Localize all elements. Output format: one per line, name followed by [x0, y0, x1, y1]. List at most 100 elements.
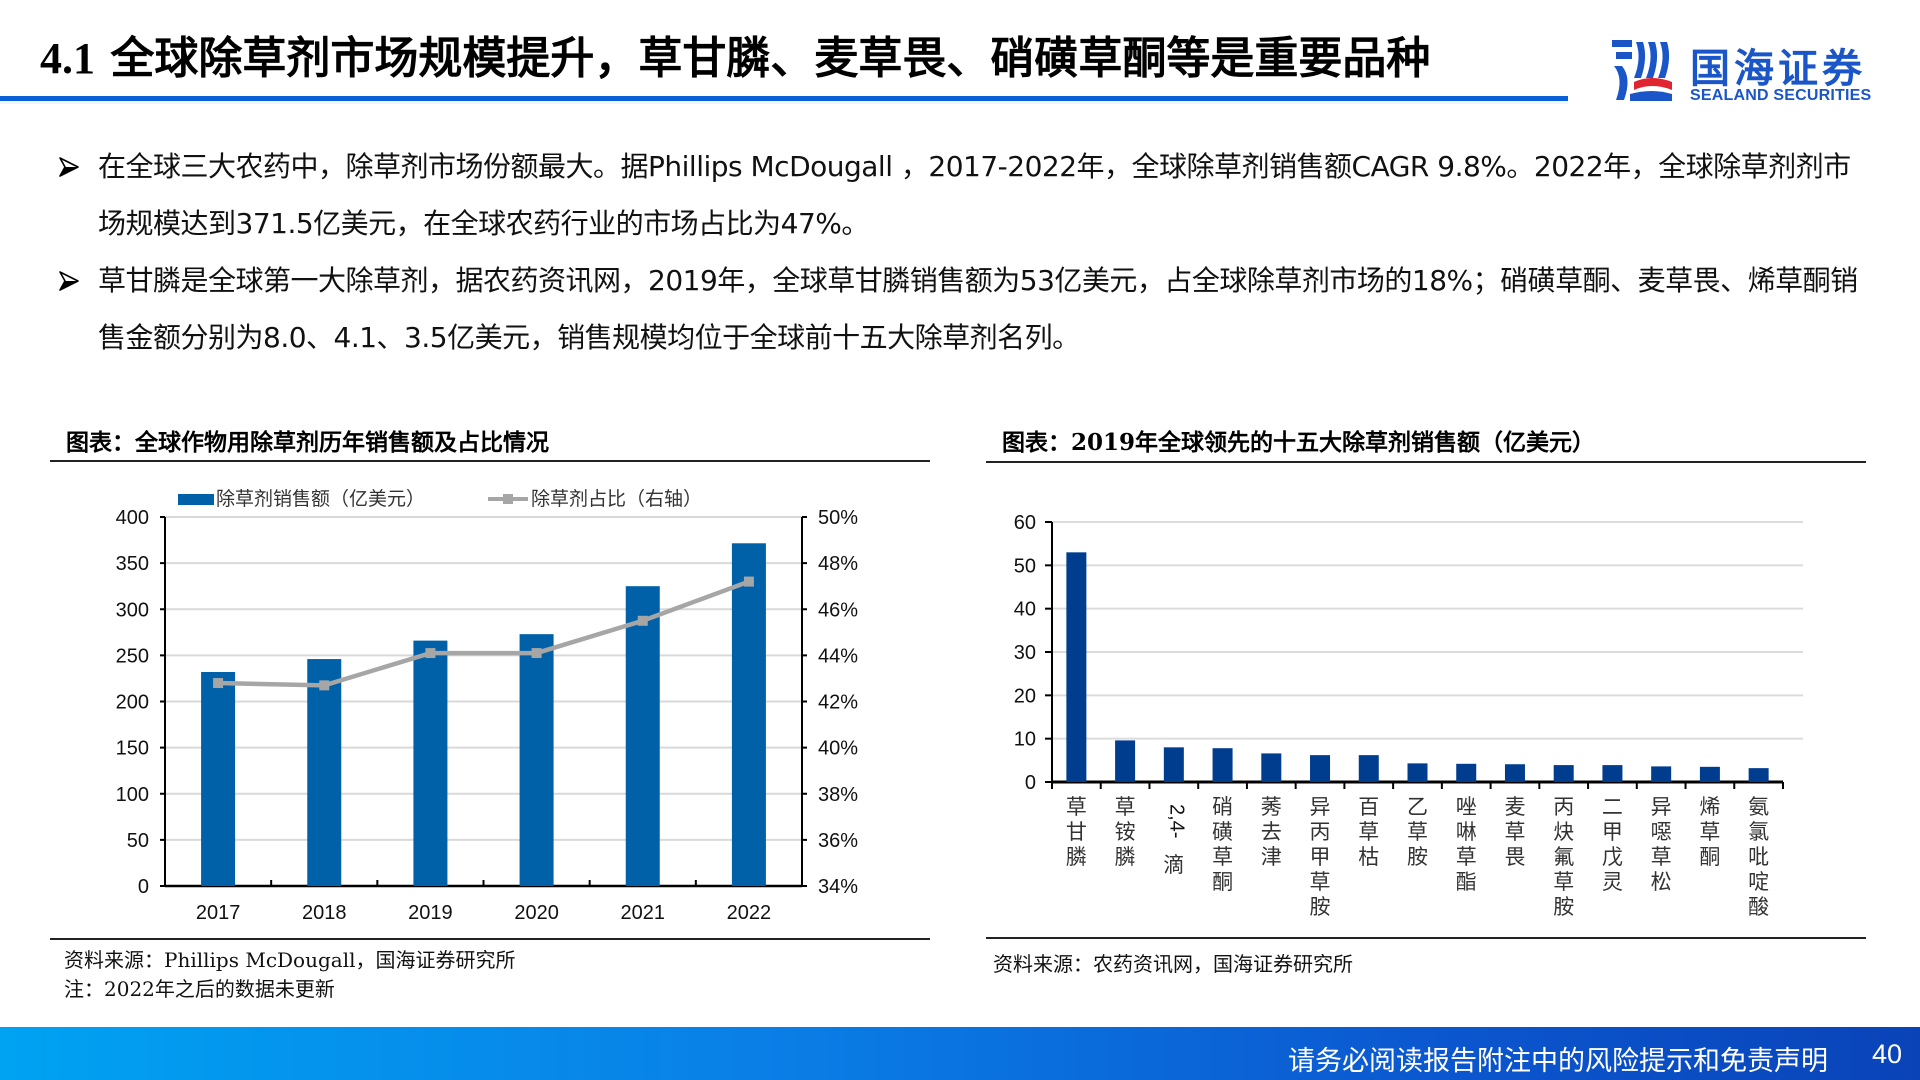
svg-text:噁: 噁 [1651, 820, 1672, 844]
y-tick-label: 100 [116, 784, 149, 806]
svg-text:啶: 啶 [1748, 870, 1769, 894]
line-marker [213, 678, 224, 689]
y-tick-label: 200 [116, 692, 149, 714]
legend-bar-label: 除草剂销售额（亿美元） [216, 488, 425, 510]
svg-text:畏: 畏 [1504, 845, 1525, 869]
x-tick-label: 2018 [302, 902, 347, 924]
y2-tick-label: 34% [818, 876, 858, 898]
logo-english-name: SEALAND SECURITIES [1690, 87, 1872, 104]
svg-text:津: 津 [1261, 845, 1282, 869]
bar [1310, 755, 1331, 782]
svg-text:膦: 膦 [1115, 845, 1136, 869]
left-chart-source: 资料来源：Phillips McDougall，国海证券研究所 [64, 948, 516, 972]
sealand-logo-icon [1612, 40, 1672, 101]
y-tick-label: 300 [116, 599, 149, 621]
bullet-list: 在全球三大农药中，除草剂市场份额最大。据Phillips McDougall ，… [58, 138, 1878, 366]
bar [1066, 552, 1087, 782]
svg-text:丙: 丙 [1310, 820, 1331, 844]
bar [1358, 755, 1379, 782]
right-chart-bottom-rule [986, 937, 1866, 939]
svg-text:铵: 铵 [1115, 820, 1136, 844]
svg-text:草: 草 [1407, 820, 1428, 844]
bar [1456, 763, 1477, 782]
y-tick-label: 60 [1014, 512, 1036, 534]
svg-text:百: 百 [1358, 795, 1379, 819]
y2-tick-label: 46% [818, 599, 858, 621]
left-chart-bottom-rule [50, 938, 930, 940]
svg-text:炔: 炔 [1553, 820, 1574, 844]
bar [1115, 740, 1136, 782]
svg-text:草: 草 [1212, 845, 1233, 869]
y-tick-label: 50 [1014, 555, 1036, 577]
x-tick-label: 2020 [514, 902, 559, 924]
svg-text:草: 草 [1699, 820, 1720, 844]
svg-text:硝: 硝 [1212, 795, 1233, 819]
x-tick-label: 2019 [408, 902, 453, 924]
svg-text:酯: 酯 [1456, 870, 1477, 894]
svg-text:草: 草 [1504, 820, 1525, 844]
y-tick-label: 40 [1014, 599, 1036, 621]
y2-tick-label: 50% [818, 507, 858, 529]
arrow-bullet-icon [59, 271, 79, 291]
bar [1212, 748, 1233, 782]
svg-text:草: 草 [1456, 845, 1477, 869]
svg-text:胺: 胺 [1310, 895, 1331, 919]
bar [1748, 768, 1769, 782]
bullet-item: 在全球三大农药中，除草剂市场份额最大。据Phillips McDougall ，… [58, 138, 1878, 252]
left-chart-top-rule [50, 460, 930, 462]
svg-text:甘: 甘 [1066, 820, 1087, 844]
y-tick-label: 50 [127, 830, 149, 852]
bar [1504, 764, 1525, 782]
y-tick-label: 10 [1014, 729, 1036, 751]
bar [1261, 753, 1282, 782]
svg-text:烯: 烯 [1699, 795, 1720, 819]
y-tick-label: 150 [116, 738, 149, 760]
y2-tick-label: 36% [818, 830, 858, 852]
svg-text:酮: 酮 [1699, 845, 1720, 869]
line-marker [531, 648, 542, 659]
bar [519, 634, 554, 886]
svg-text:啉: 啉 [1456, 820, 1477, 844]
svg-text:草: 草 [1066, 795, 1087, 819]
x-tick-label: 2017 [196, 902, 241, 924]
svg-text:草: 草 [1553, 870, 1574, 894]
left-chart-note: 注：2022年之后的数据未更新 [64, 977, 335, 1001]
y-tick-label: 20 [1014, 685, 1036, 707]
footer-bar: 请务必阅读报告附注中的风险提示和免责声明 40 [0, 1027, 1920, 1080]
svg-text:2,4-: 2,4- [1166, 804, 1188, 838]
svg-text:莠: 莠 [1261, 795, 1282, 819]
right-chart-title: 图表：2019年全球领先的十五大除草剂销售额（亿美元） [1002, 429, 1596, 456]
y2-tick-label: 44% [818, 645, 858, 667]
y2-tick-label: 42% [818, 692, 858, 714]
svg-text:丙: 丙 [1553, 795, 1574, 819]
section-number: 4.1 [40, 34, 95, 83]
legend-line-label: 除草剂占比（右轴） [531, 488, 702, 510]
svg-text:二: 二 [1602, 795, 1623, 819]
right-chart-top-rule [986, 461, 1866, 463]
legend-bar-swatch [178, 494, 214, 505]
bullet-text: 在全球三大农药中，除草剂市场份额最大。据Phillips McDougall ，… [98, 150, 1851, 240]
bar [1651, 766, 1672, 782]
x-category-label: 乙草胺 [1407, 795, 1428, 869]
line-marker [425, 648, 436, 659]
svg-text:酮: 酮 [1212, 870, 1233, 894]
svg-text:去: 去 [1261, 820, 1282, 844]
svg-text:膦: 膦 [1066, 845, 1087, 869]
svg-text:氟: 氟 [1553, 845, 1574, 869]
bullet-item: 草甘膦是全球第一大除草剂，据农药资讯网，2019年，全球草甘膦销售额为53亿美元… [58, 252, 1878, 366]
y2-tick-label: 38% [818, 784, 858, 806]
y-tick-label: 400 [116, 507, 149, 529]
svg-text:戊: 戊 [1602, 845, 1623, 869]
svg-text:灵: 灵 [1602, 870, 1623, 894]
y2-tick-label: 40% [818, 738, 858, 760]
svg-text:草: 草 [1358, 820, 1379, 844]
svg-text:异: 异 [1651, 795, 1672, 819]
bar [1699, 766, 1720, 782]
svg-text:滴: 滴 [1163, 853, 1184, 877]
left-chart-title: 图表：全球作物用除草剂历年销售额及占比情况 [66, 429, 549, 456]
left-chart-plot: 0 50 100 150 200 250 300 350 400 34% 36% 38% 40% 42% 4… [116, 507, 859, 924]
